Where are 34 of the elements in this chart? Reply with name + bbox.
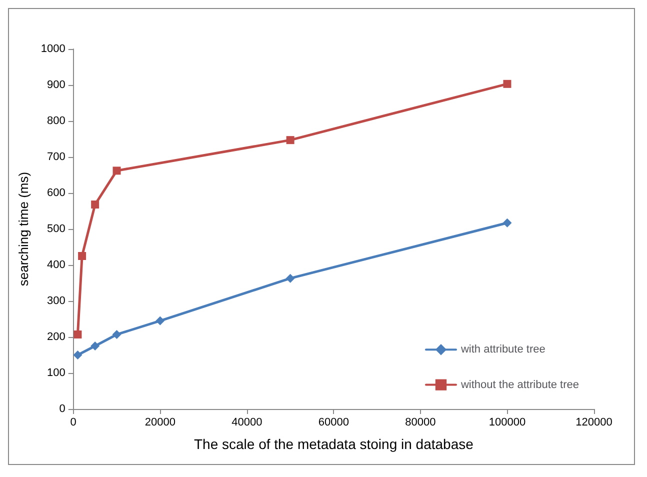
legend-label: with attribute tree <box>460 344 546 356</box>
y-tick-label: 300 <box>47 295 66 307</box>
y-tick-label: 900 <box>47 79 66 91</box>
x-axis-title: The scale of the metadata stoing in database <box>194 436 474 452</box>
x-tick-label: 20000 <box>144 416 176 428</box>
point <box>286 274 295 283</box>
x-tick-label: 60000 <box>318 416 349 428</box>
y-tick-label: 700 <box>47 151 66 163</box>
point <box>286 136 294 144</box>
point <box>91 200 100 209</box>
point <box>78 252 86 260</box>
point <box>112 166 121 175</box>
y-tick-label: 0 <box>59 403 66 415</box>
x-tick-label: 0 <box>70 416 76 428</box>
legend-label: without the attribute tree <box>460 378 579 391</box>
point <box>73 350 82 360</box>
x-tick-label: 80000 <box>405 416 436 428</box>
point <box>112 330 122 339</box>
y-tick-label: 100 <box>47 367 66 379</box>
point <box>503 80 512 88</box>
y-axis-title: searching time (ms) <box>16 172 31 286</box>
y-tick-label: 800 <box>47 115 66 127</box>
point <box>90 342 100 350</box>
x-tick-label: 120000 <box>576 416 612 428</box>
point <box>156 316 165 326</box>
y-tick-label: 500 <box>47 223 66 235</box>
point <box>74 330 82 338</box>
point <box>502 218 512 228</box>
y-tick-label: 600 <box>47 187 66 199</box>
y-tick-label: 1000 <box>40 43 66 55</box>
x-tick-label: 40000 <box>232 416 262 428</box>
y-tick-label: 400 <box>47 259 66 271</box>
x-tick-label: 100000 <box>488 416 526 428</box>
y-tick-label: 200 <box>47 331 66 343</box>
